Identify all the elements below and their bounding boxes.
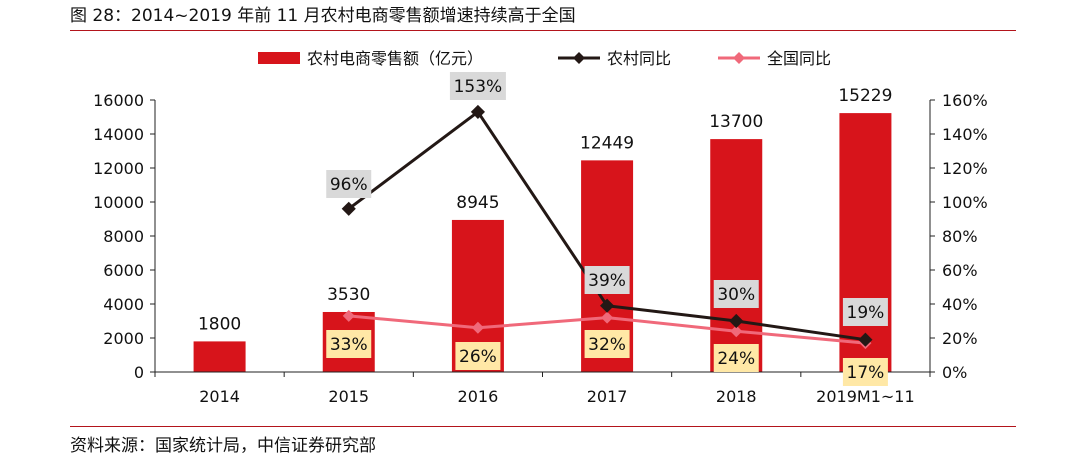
national-point [342, 309, 355, 322]
rural-label-box [842, 298, 888, 326]
rural-label: 19% [847, 303, 885, 323]
rural-label: 153% [454, 77, 503, 97]
x-tick-label: 2015 [328, 387, 369, 406]
national-point [601, 311, 614, 324]
y2-tick-label: 0% [942, 363, 967, 382]
national-label: 33% [330, 335, 368, 355]
y-tick-label: 4000 [103, 295, 144, 314]
legend-marker-national [733, 52, 745, 64]
rural-label: 96% [330, 175, 368, 195]
x-tick-label: 2017 [587, 387, 628, 406]
data-labels: 1800 3530 8945 12449 13700 15229 96% 153% 39% 30%… [198, 72, 892, 386]
rural-label-box [713, 280, 759, 308]
y-tick-label: 6000 [103, 261, 144, 280]
y-tick-label: 8000 [103, 227, 144, 246]
rural-point [729, 313, 744, 329]
y-tick-label: 16000 [93, 91, 144, 110]
y2-tick-label: 20% [942, 329, 978, 348]
y2-tick-label: 40% [942, 295, 978, 314]
bar-value-label: 13700 [709, 112, 763, 132]
national-label: 17% [847, 363, 885, 383]
source-divider [70, 426, 1016, 427]
national-label: 24% [717, 349, 755, 369]
bar [839, 113, 892, 373]
legend-label-national: 全国同比 [767, 49, 831, 68]
y2-tick-label: 60% [942, 261, 978, 280]
y-tick-label: 0 [134, 363, 144, 382]
y-tick-label: 10000 [93, 193, 144, 212]
bar-series [193, 113, 892, 373]
x-tick-label: 2014 [199, 387, 240, 406]
rural-label: 39% [588, 271, 626, 291]
bar-value-label: 15229 [838, 86, 892, 106]
national-point [730, 325, 743, 338]
national-label-box [713, 344, 759, 372]
x-tick-label: 2018 [716, 387, 757, 406]
bar-value-label: 3530 [327, 285, 370, 305]
source-note: 资料来源：国家统计局，中信证券研究部 [70, 436, 376, 456]
rural-point [600, 298, 615, 313]
bar-value-label: 8945 [456, 193, 499, 213]
x-tick-label: 2019M1~11 [816, 387, 914, 406]
rural-label-box [449, 72, 506, 100]
national-label: 32% [588, 335, 626, 355]
y-tick-label: 12000 [93, 159, 144, 178]
y2-tick-label: 160% [942, 91, 988, 110]
y2-tick-label: 140% [942, 125, 988, 144]
legend-swatch-bar [258, 52, 300, 64]
y-tick-label: 2000 [103, 329, 144, 348]
national-label-box [455, 342, 501, 370]
national-point [471, 321, 484, 334]
y2-tick-label: 100% [942, 193, 988, 212]
national-label: 26% [459, 347, 497, 367]
legend: 农村电商零售额（亿元） 农村同比 全国同比 [258, 49, 831, 68]
rural-label-box [326, 170, 372, 198]
national-label-box [842, 358, 888, 386]
chart-title: 图 28：2014~2019 年前 11 月农村电商零售额增速持续高于全国 [70, 6, 576, 26]
line-series [341, 104, 873, 350]
legend-marker-rural [573, 52, 585, 64]
axes: 0 2000 4000 6000 8000 10000 12000 14000 16000 0% 2… [93, 91, 988, 406]
bar-value-label: 1800 [198, 314, 241, 334]
rural-point [470, 104, 485, 119]
legend-label-bar: 农村电商零售额（亿元） [307, 49, 483, 68]
y2-tick-label: 80% [942, 227, 978, 246]
x-tick-label: 2016 [458, 387, 499, 406]
legend-label-rural: 农村同比 [607, 49, 671, 68]
bar [193, 341, 246, 372]
title-divider [70, 30, 1016, 31]
national-label-box [584, 330, 630, 358]
national-label-box [326, 330, 372, 358]
rural-point [858, 332, 873, 347]
rural-label: 30% [717, 285, 755, 305]
y-tick-label: 14000 [93, 125, 144, 144]
bar-value-label: 12449 [580, 133, 634, 153]
y2-tick-label: 120% [942, 159, 988, 178]
rural-point [341, 201, 356, 216]
rural-label-box [584, 266, 630, 294]
